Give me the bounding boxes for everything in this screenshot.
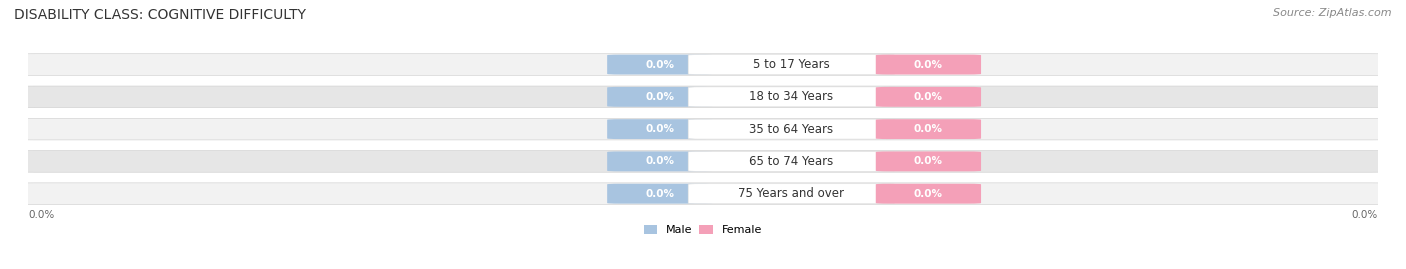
Text: 18 to 34 Years: 18 to 34 Years	[749, 90, 834, 103]
FancyBboxPatch shape	[688, 119, 894, 139]
FancyBboxPatch shape	[607, 184, 713, 204]
FancyBboxPatch shape	[688, 151, 894, 171]
FancyBboxPatch shape	[876, 119, 981, 139]
FancyBboxPatch shape	[688, 184, 894, 204]
FancyBboxPatch shape	[876, 87, 981, 107]
Text: 0.0%: 0.0%	[645, 92, 675, 102]
Text: DISABILITY CLASS: COGNITIVE DIFFICULTY: DISABILITY CLASS: COGNITIVE DIFFICULTY	[14, 8, 307, 22]
Text: 5 to 17 Years: 5 to 17 Years	[754, 58, 830, 71]
FancyBboxPatch shape	[876, 151, 981, 171]
FancyBboxPatch shape	[18, 151, 1388, 172]
FancyBboxPatch shape	[876, 55, 981, 75]
FancyBboxPatch shape	[607, 151, 713, 171]
Text: 0.0%: 0.0%	[914, 156, 943, 167]
FancyBboxPatch shape	[607, 87, 713, 107]
FancyBboxPatch shape	[18, 54, 1388, 75]
FancyBboxPatch shape	[688, 87, 894, 107]
Text: 0.0%: 0.0%	[645, 59, 675, 70]
Text: 0.0%: 0.0%	[645, 124, 675, 134]
FancyBboxPatch shape	[607, 119, 713, 139]
Text: 0.0%: 0.0%	[645, 156, 675, 167]
FancyBboxPatch shape	[688, 55, 894, 75]
Text: 0.0%: 0.0%	[914, 59, 943, 70]
FancyBboxPatch shape	[876, 184, 981, 204]
Text: 0.0%: 0.0%	[914, 92, 943, 102]
Text: 75 Years and over: 75 Years and over	[738, 187, 845, 200]
FancyBboxPatch shape	[607, 55, 713, 75]
Text: Source: ZipAtlas.com: Source: ZipAtlas.com	[1274, 8, 1392, 18]
Text: 0.0%: 0.0%	[914, 124, 943, 134]
Text: 0.0%: 0.0%	[914, 189, 943, 199]
FancyBboxPatch shape	[18, 86, 1388, 108]
FancyBboxPatch shape	[18, 183, 1388, 204]
Legend: Male, Female: Male, Female	[640, 220, 766, 240]
Text: 65 to 74 Years: 65 to 74 Years	[749, 155, 834, 168]
Text: 0.0%: 0.0%	[28, 210, 55, 220]
Text: 0.0%: 0.0%	[1351, 210, 1378, 220]
FancyBboxPatch shape	[18, 118, 1388, 140]
Text: 0.0%: 0.0%	[645, 189, 675, 199]
Text: 35 to 64 Years: 35 to 64 Years	[749, 123, 834, 136]
